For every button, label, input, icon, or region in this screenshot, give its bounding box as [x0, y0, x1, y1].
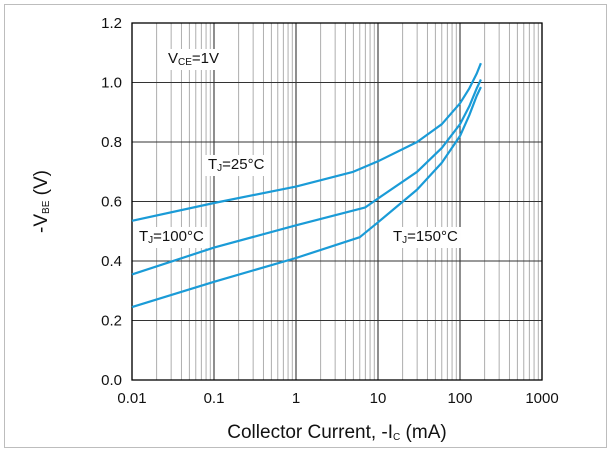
series-layer — [131, 62, 482, 309]
x-tick-label: 0.1 — [204, 390, 225, 407]
x-axis-label: Collector Current, -IC (mA) — [227, 422, 446, 443]
y-tick-label: 0.0 — [101, 372, 122, 389]
vce-annotation: VCE=1V — [165, 49, 223, 70]
svg-text:TJ=25°C: TJ=25°C — [208, 156, 265, 174]
x-tick-labels: 0.01 0.1 1 10 100 1000 — [117, 390, 558, 407]
y-tick-labels: 0.0 0.2 0.4 0.6 0.8 1.0 1.2 — [101, 15, 122, 389]
svg-text:TJ=150°C: TJ=150°C — [393, 228, 458, 246]
x-tick-label: 10 — [370, 390, 387, 407]
svg-text:VCE=1V: VCE=1V — [168, 50, 219, 68]
y-tick-label: 0.2 — [101, 313, 122, 330]
y-tick-label: 0.6 — [101, 194, 122, 211]
chart-frame: 0.01 0.1 1 10 100 1000 0.0 0.2 0.4 0.6 0.8 1.0 1.2 … — [4, 4, 607, 448]
y-tick-label: 0.8 — [101, 134, 122, 151]
x-tick-label: 1 — [292, 390, 300, 407]
series-line-100c — [131, 79, 482, 276]
series-label-150c: TJ=150°C — [390, 227, 461, 248]
series-line-25c — [131, 62, 482, 222]
series-line-150c — [131, 86, 482, 309]
y-tick-label: 1.2 — [101, 15, 122, 32]
x-tick-label: 0.01 — [117, 390, 146, 407]
x-tick-label: 100 — [447, 390, 472, 407]
y-tick-label: 0.4 — [101, 253, 122, 270]
plot-border — [131, 22, 543, 381]
series-label-25c: TJ=25°C — [205, 155, 268, 176]
x-tick-label: 1000 — [525, 390, 558, 407]
y-tick-label: 1.0 — [101, 75, 122, 92]
series-label-100c: TJ=100°C — [136, 227, 207, 248]
y-axis-label: -VBE (V) — [31, 170, 52, 233]
svg-text:TJ=100°C: TJ=100°C — [139, 228, 204, 246]
major-grid — [131, 22, 543, 381]
vbe-vs-collector-current-chart: 0.01 0.1 1 10 100 1000 0.00.20.40.60.81.01.2 … — [31, 15, 559, 443]
